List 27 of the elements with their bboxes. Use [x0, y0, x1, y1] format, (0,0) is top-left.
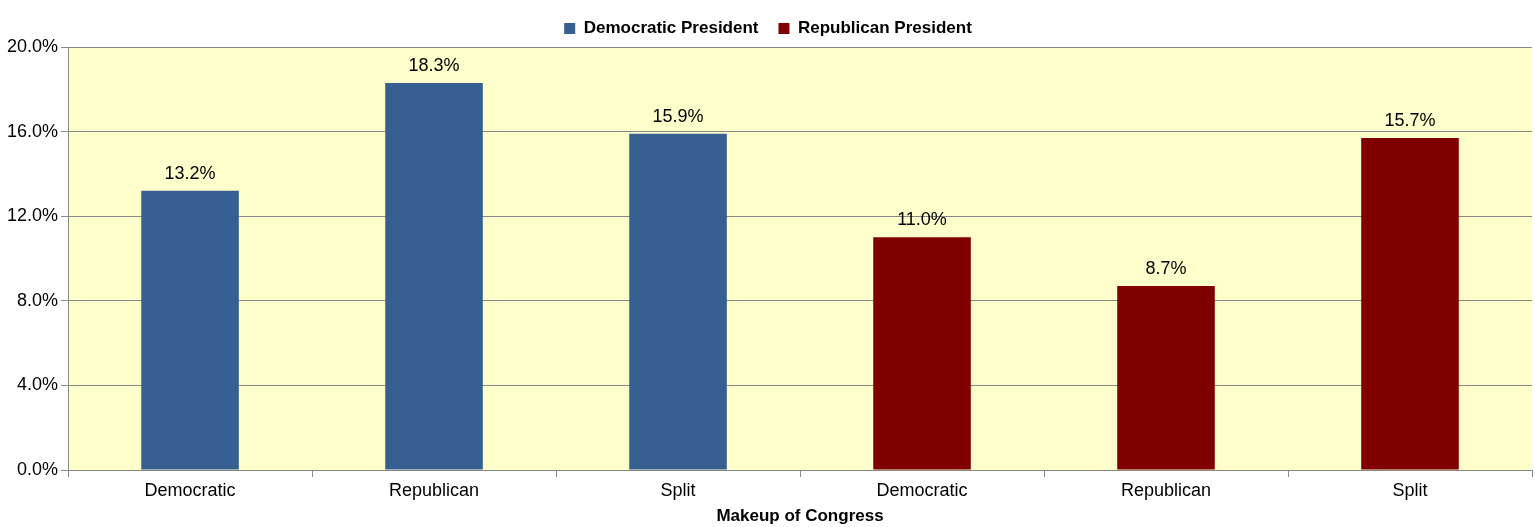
legend-label: Republican President	[797, 18, 973, 38]
y-tick-label: 4.0%	[17, 374, 59, 395]
x-tick-label: Split	[1392, 479, 1428, 500]
x-tick-label: Republican	[1120, 479, 1212, 500]
x-tick-label: Democratic	[144, 479, 236, 500]
x-tick-label: Split	[660, 479, 696, 500]
x-tick-label: Democratic	[876, 479, 968, 500]
x-axis-title: Makeup of Congress	[716, 506, 884, 526]
bar	[141, 190, 239, 470]
x-tick-label: Republican	[389, 479, 480, 500]
y-tick-label: 12.0%	[6, 205, 59, 226]
y-tick-label: 20.0%	[6, 35, 59, 56]
data-label: 15.9%	[652, 105, 704, 126]
y-tick-label: 16.0%	[6, 120, 59, 141]
data-label: 13.2%	[164, 162, 216, 183]
data-label: 15.7%	[1384, 109, 1436, 130]
bar	[385, 82, 483, 470]
data-label: 11.0%	[897, 209, 947, 230]
data-label: 18.3%	[408, 54, 460, 75]
bar	[1117, 286, 1215, 470]
y-tick-label: 8.0%	[17, 289, 59, 310]
bar	[873, 237, 971, 470]
data-label: 8.7%	[1145, 257, 1187, 278]
bar	[629, 133, 727, 470]
legend-label: Democratic President	[583, 18, 759, 38]
y-tick-label: 0.0%	[17, 458, 59, 479]
bar	[1361, 137, 1459, 470]
